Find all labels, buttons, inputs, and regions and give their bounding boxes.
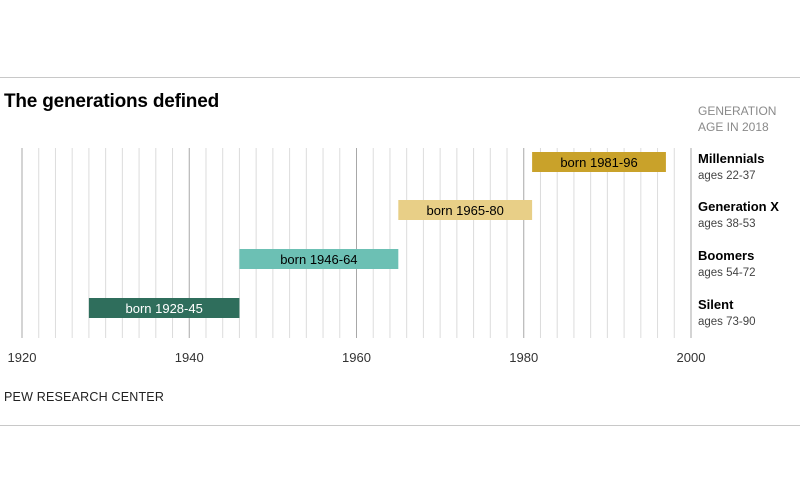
bottom-rule: [0, 425, 800, 426]
bar-label: born 1946-64: [280, 252, 357, 267]
bar-generation-x: [398, 200, 533, 220]
x-tick-label: 2000: [677, 350, 706, 365]
legend-heading: GENERATION AGE IN 2018: [698, 103, 776, 135]
top-rule: [0, 77, 800, 78]
generation-ages: ages 73-90: [698, 316, 756, 328]
bar-silent: [88, 298, 240, 318]
generation-ages: ages 54-72: [698, 267, 756, 279]
chart-title: The generations defined: [4, 91, 219, 112]
generation-name: Millennials: [698, 151, 764, 166]
x-tick-label: 1960: [342, 350, 371, 365]
x-tick-label: 1980: [509, 350, 538, 365]
legend-heading-line2: AGE IN 2018: [698, 120, 769, 134]
bar-boomers: [239, 249, 399, 269]
source-note: PEW RESEARCH CENTER: [4, 390, 165, 404]
generation-name: Silent: [698, 297, 734, 312]
bar-millennials: [532, 152, 666, 172]
bar-label: born 1981-96: [560, 155, 637, 170]
bar-label: born 1965-80: [427, 203, 504, 218]
x-tick-label: 1940: [175, 350, 204, 365]
generation-name: Boomers: [698, 248, 754, 263]
x-tick-label: 1920: [8, 350, 37, 365]
bar-label: born 1928-45: [125, 301, 202, 316]
legend-heading-line1: GENERATION: [698, 104, 777, 118]
generation-ages: ages 38-53: [698, 218, 756, 230]
generation-name: Generation X: [698, 199, 779, 214]
generation-ages: ages 22-37: [698, 170, 756, 182]
